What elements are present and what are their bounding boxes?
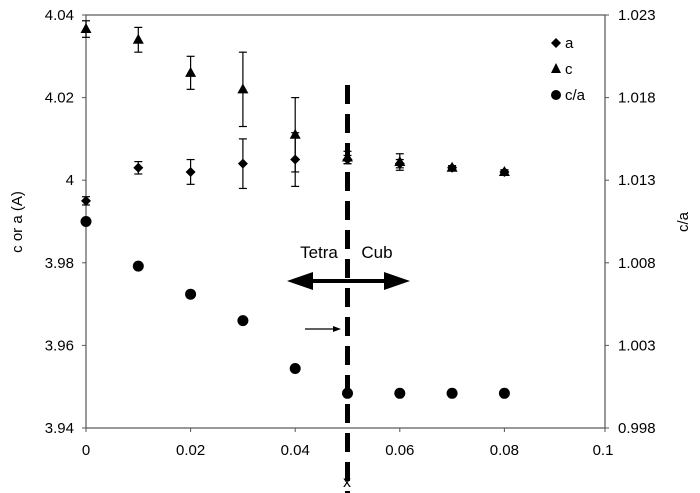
data-point-a xyxy=(133,162,144,173)
triangle-marker-icon xyxy=(551,63,561,73)
data-point-c-over-a xyxy=(289,363,301,375)
data-point-c xyxy=(342,151,353,162)
legend-label-c-over-a: c/a xyxy=(565,87,586,104)
annotation-cub: Cub xyxy=(361,243,392,262)
x-tick-label: 0.04 xyxy=(281,442,310,459)
y-left-tick-label: 3.94 xyxy=(45,420,74,437)
small-arrow-head xyxy=(333,326,341,332)
legend-label-c: c xyxy=(565,61,573,78)
data-point-c-over-a xyxy=(185,288,197,300)
data-point-c-over-a xyxy=(80,216,92,227)
x-tick-label: 0.02 xyxy=(176,442,205,459)
x-tick-label: 0 xyxy=(82,442,90,459)
data-point-c xyxy=(237,83,249,94)
y-left-tick-label: 4.02 xyxy=(45,90,74,107)
legend-item-a: a xyxy=(551,35,574,52)
y-right-tick-label: 1.023 xyxy=(618,7,656,24)
x-tick-label: 0.06 xyxy=(385,442,414,459)
y-left-tick-label: 3.98 xyxy=(45,255,74,272)
data-point-a xyxy=(237,158,248,169)
y-left-tick-label: 4.04 xyxy=(45,7,74,24)
diamond-marker-icon xyxy=(551,38,561,48)
x-tick-label: 0.08 xyxy=(490,442,519,459)
y-right-tick-label: 1.008 xyxy=(618,255,656,272)
data-point-a xyxy=(81,195,91,206)
y-right-axis-label: c/a xyxy=(675,211,692,232)
legend-item-c: c xyxy=(551,61,573,78)
y-right-tick-label: 1.013 xyxy=(618,172,656,189)
data-point-c xyxy=(394,156,406,167)
data-point-c-over-a xyxy=(498,387,510,399)
y-left-axis-label: c or a (A) xyxy=(9,191,26,253)
arrow-right-head xyxy=(384,272,410,290)
data-point-c xyxy=(185,66,197,77)
y-right-tick-label: 1.003 xyxy=(618,337,656,354)
data-point-a xyxy=(185,166,196,177)
data-point-c-over-a xyxy=(394,387,406,399)
data-point-c xyxy=(498,165,510,176)
data-point-c-over-a xyxy=(132,260,144,272)
data-point-c xyxy=(289,128,301,139)
data-point-c xyxy=(132,33,144,44)
plot-frame xyxy=(85,14,606,429)
data-point-c-over-a xyxy=(342,387,353,399)
legend-label-a: a xyxy=(565,35,574,52)
data-point-c-over-a xyxy=(446,387,458,399)
x-axis-label: x xyxy=(343,474,351,491)
data-point-c xyxy=(80,23,92,34)
data-point-c xyxy=(446,161,458,172)
legend-item-c-over-a: c/a xyxy=(551,87,586,104)
y-left-tick-label: 4 xyxy=(66,172,74,189)
y-right-tick-label: 0.998 xyxy=(618,420,656,437)
axes: 0 0.02 0.04 0.06 0.08 0.1 3.94 3.96 3.98 4 4.02 4.0… xyxy=(45,7,656,459)
y-left-tick-label: 3.96 xyxy=(45,337,74,354)
x-tick-label: 0.1 xyxy=(593,442,614,459)
y-right-tick-label: 1.018 xyxy=(618,90,656,107)
arrow-left-head xyxy=(287,272,313,290)
marks xyxy=(80,20,510,493)
annotation-tetra: Tetra xyxy=(300,243,338,262)
legend: a c c/a xyxy=(551,35,586,104)
data-point-c-over-a xyxy=(237,315,249,327)
circle-marker-icon xyxy=(551,90,561,100)
